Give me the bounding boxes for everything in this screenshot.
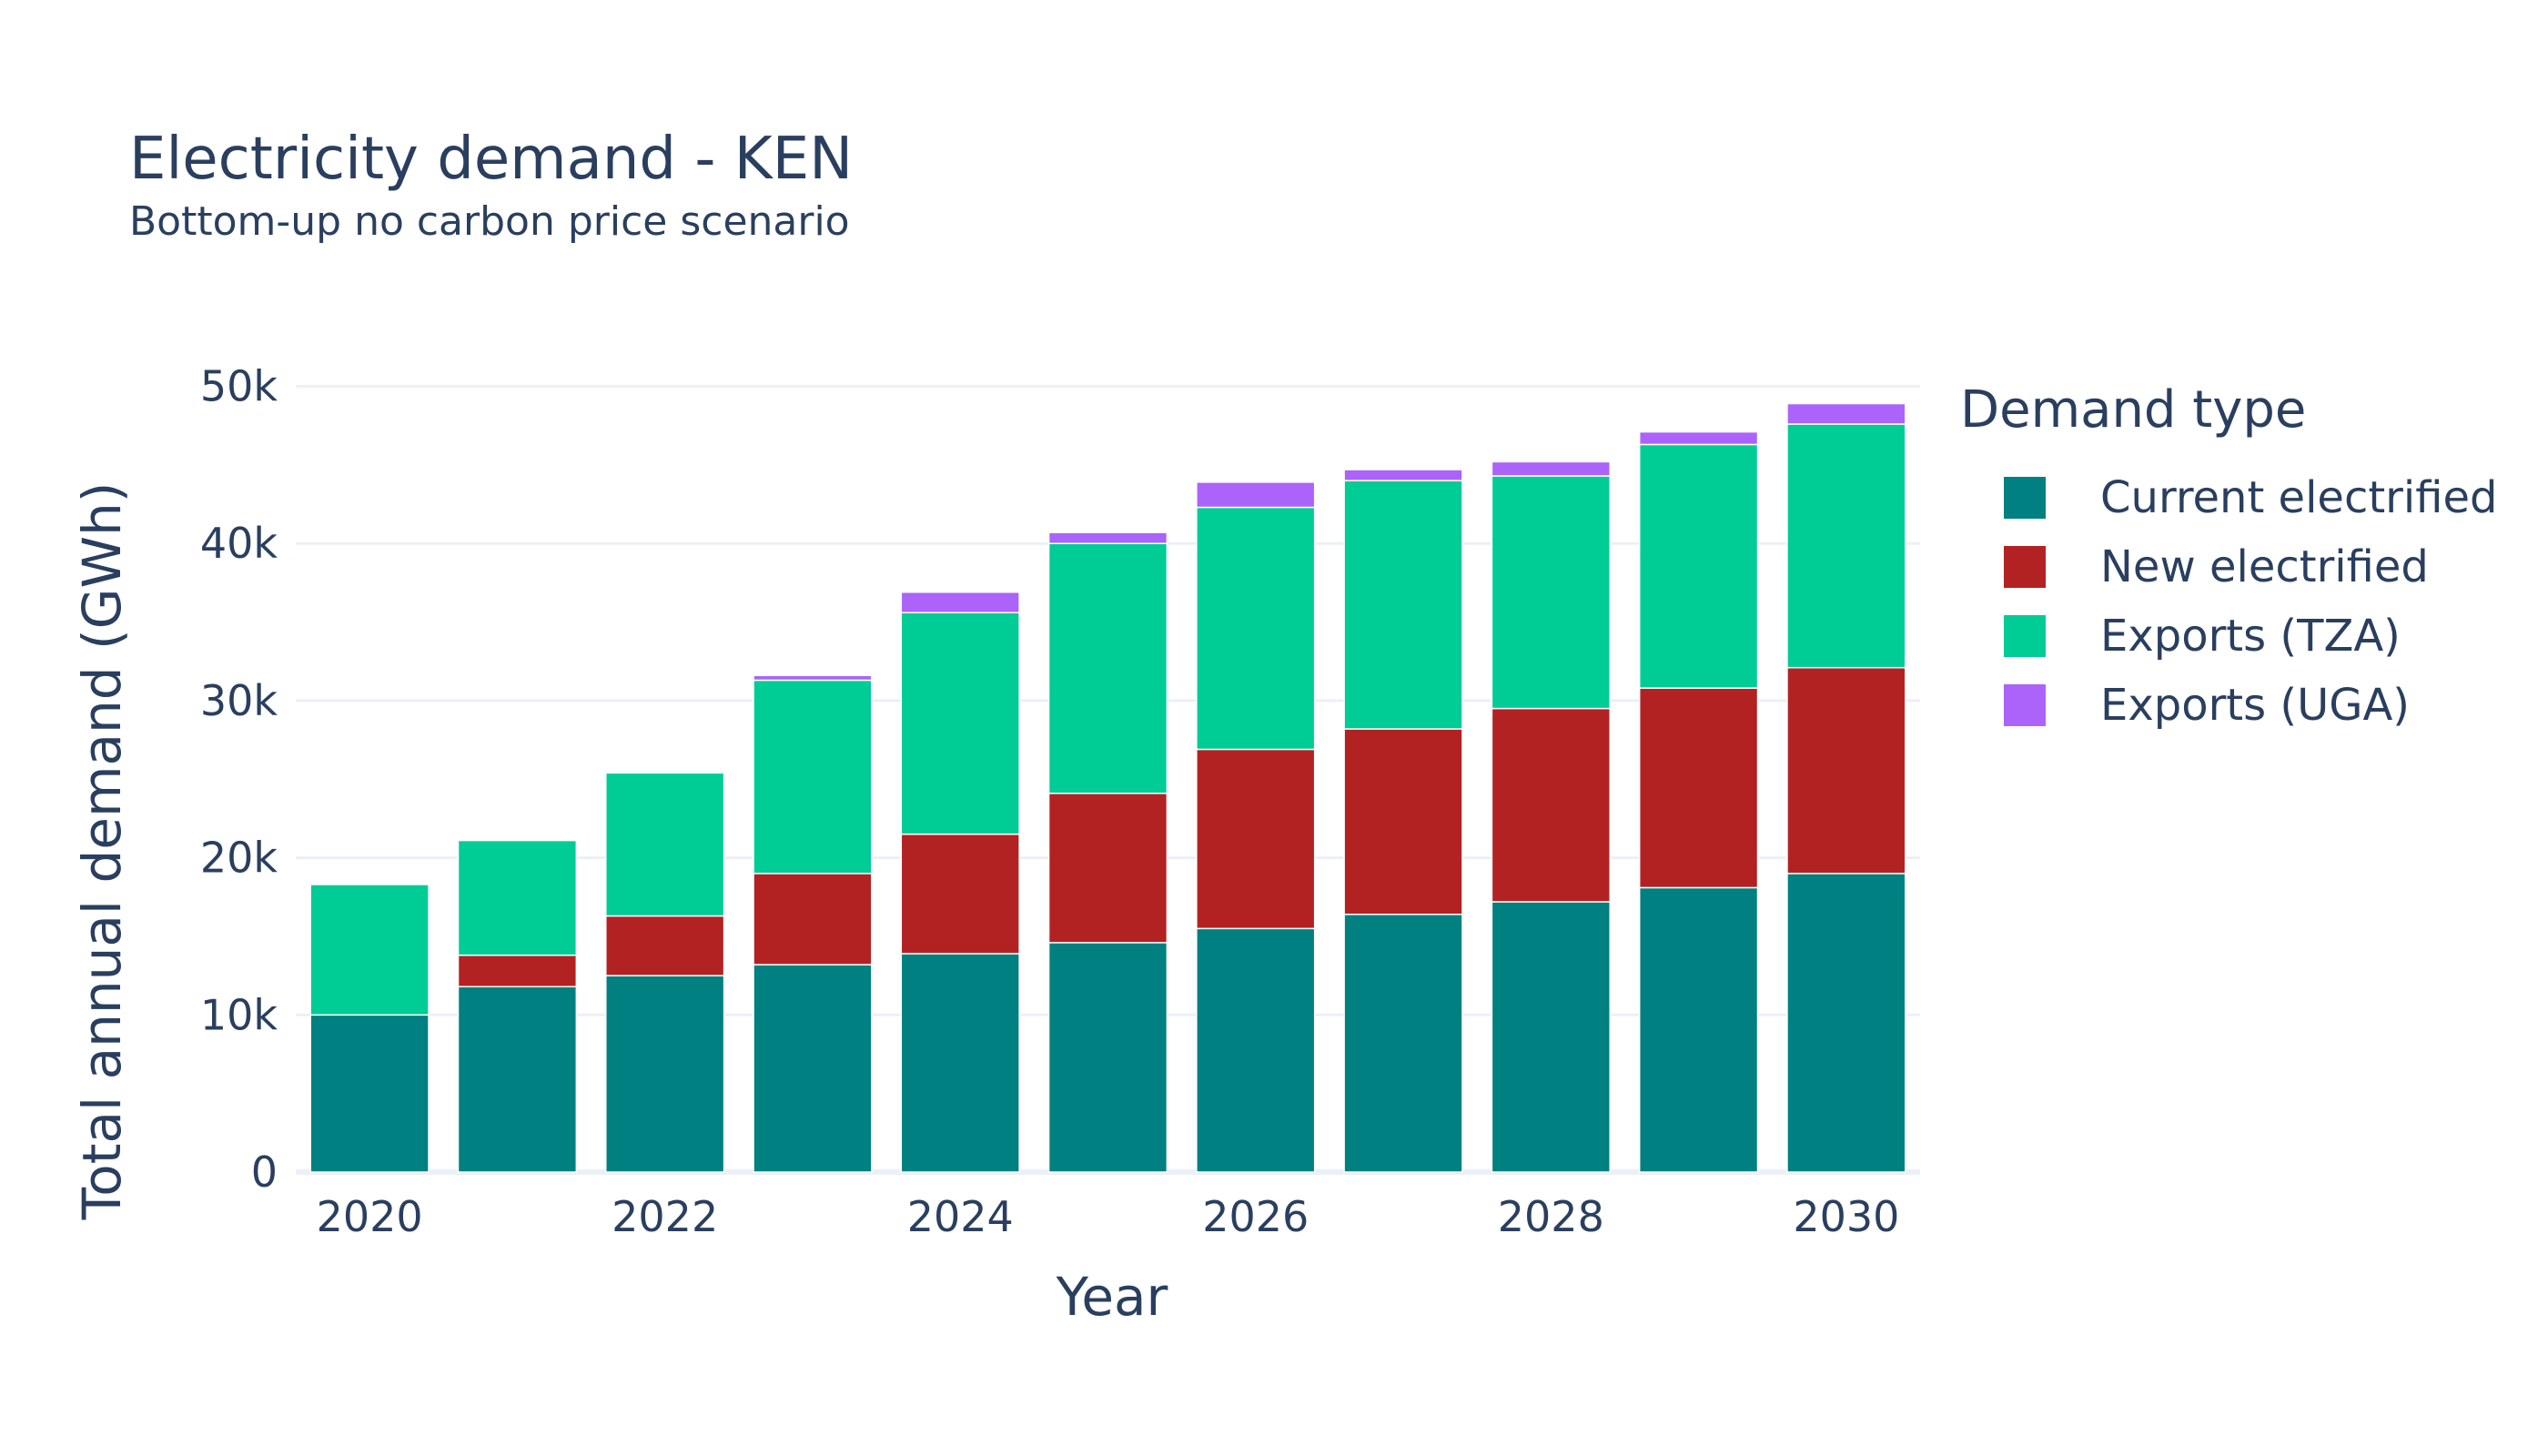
- y-axis-ticks: 0 10k 20k 30k 40k 50k: [200, 362, 278, 1197]
- bar-segment[interactable]: [1343, 480, 1463, 730]
- y-tick-label: 50k: [200, 362, 278, 411]
- x-tick-label: 2028: [1498, 1192, 1604, 1241]
- y-tick-label: 10k: [200, 990, 278, 1039]
- x-tick-label: 2022: [612, 1192, 718, 1241]
- bar-segment[interactable]: [1196, 927, 1316, 1173]
- bar-segment[interactable]: [753, 674, 873, 682]
- x-axis-title: Year: [1056, 1266, 1168, 1328]
- y-tick-label: 0: [251, 1148, 278, 1197]
- bar-segment[interactable]: [457, 986, 578, 1173]
- bar-segment[interactable]: [605, 975, 725, 1173]
- legend-item[interactable]: Exports (UGA): [1960, 671, 2497, 740]
- legend-items: Current electrified New electrified Export…: [1960, 463, 2497, 740]
- legend-label: Exports (UGA): [2100, 680, 2411, 731]
- y-tick-label: 20k: [200, 834, 278, 883]
- bars: [309, 402, 1906, 1173]
- bar-segment[interactable]: [900, 612, 1020, 835]
- bar-segment[interactable]: [1047, 542, 1168, 794]
- bar-segment[interactable]: [1786, 423, 1906, 669]
- bar-segment[interactable]: [1638, 886, 1759, 1173]
- y-tick-label: 40k: [200, 519, 278, 568]
- chart-subtitle: Bottom-up no carbon price scenario: [129, 198, 850, 245]
- bar-segment[interactable]: [1491, 475, 1611, 710]
- bar-segment[interactable]: [900, 592, 1020, 613]
- bar-segment[interactable]: [457, 954, 578, 987]
- x-tick-label: 2020: [317, 1192, 423, 1241]
- bar-segment[interactable]: [1196, 506, 1316, 751]
- bar-segment[interactable]: [1047, 793, 1168, 944]
- y-tick-label: 30k: [200, 676, 278, 725]
- x-tick-label: 2030: [1793, 1192, 1899, 1241]
- bar-segment[interactable]: [1196, 748, 1316, 930]
- legend: Demand type Current electrified New elect…: [1960, 380, 2497, 740]
- legend-item[interactable]: New electrified: [1960, 532, 2497, 602]
- legend-label: Current electrified: [2100, 472, 2498, 523]
- bar-segment[interactable]: [1047, 942, 1168, 1173]
- bar-segment[interactable]: [900, 953, 1020, 1173]
- bar-segment[interactable]: [753, 964, 873, 1173]
- bar-segment[interactable]: [900, 833, 1020, 955]
- bar-segment[interactable]: [1638, 687, 1759, 889]
- bar-segment[interactable]: [309, 884, 430, 1016]
- bar-segment[interactable]: [1638, 430, 1759, 446]
- bar-segment[interactable]: [1343, 914, 1463, 1173]
- bar-segment[interactable]: [1343, 728, 1463, 915]
- bar-segment[interactable]: [457, 839, 578, 956]
- bar-segment[interactable]: [605, 772, 725, 917]
- bar-segment[interactable]: [605, 915, 725, 976]
- legend-swatch: [2004, 546, 2046, 588]
- legend-swatch: [2004, 477, 2046, 519]
- legend-item[interactable]: Current electrified: [1960, 463, 2497, 532]
- bar-segment[interactable]: [1491, 901, 1611, 1173]
- bar-segment[interactable]: [1491, 460, 1611, 477]
- bar-segment[interactable]: [753, 873, 873, 966]
- chart-title: Electricity demand - KEN: [129, 126, 854, 193]
- bar-segment[interactable]: [1786, 666, 1906, 875]
- y-axis-title: Total annual demand (GWh): [71, 482, 133, 1221]
- legend-swatch: [2004, 684, 2046, 726]
- bar-segment[interactable]: [753, 679, 873, 875]
- bar-segment[interactable]: [1343, 469, 1463, 481]
- bar-segment[interactable]: [1491, 707, 1611, 903]
- x-tick-label: 2026: [1202, 1192, 1309, 1241]
- bar-segment[interactable]: [1786, 402, 1906, 425]
- x-axis-ticks: 2020 2022 2024 2026 2028 2030: [317, 1192, 1900, 1241]
- bar-segment[interactable]: [309, 1014, 430, 1173]
- x-tick-label: 2024: [907, 1192, 1014, 1241]
- legend-label: New electrified: [2100, 541, 2429, 592]
- legend-label: Exports (TZA): [2100, 611, 2401, 662]
- bar-segment[interactable]: [1638, 443, 1759, 689]
- bar-segment[interactable]: [1196, 481, 1316, 509]
- bar-segment[interactable]: [1786, 873, 1906, 1173]
- legend-title: Demand type: [1960, 380, 2307, 440]
- legend-item[interactable]: Exports (TZA): [1960, 602, 2497, 671]
- legend-swatch: [2004, 615, 2046, 657]
- bar-segment[interactable]: [1047, 531, 1168, 544]
